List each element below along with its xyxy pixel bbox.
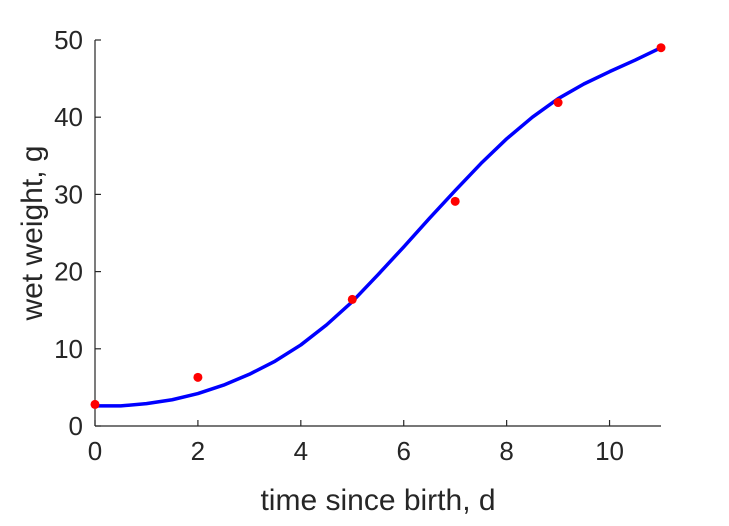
x-tick-label: 0 <box>88 436 102 466</box>
y-tick-label: 30 <box>54 179 83 209</box>
tick-labels-layer: 0 2 4 6 8 10 0 10 20 30 40 50 <box>54 25 624 466</box>
x-tick-label: 4 <box>294 436 308 466</box>
x-axis-label: time since birth, d <box>260 484 495 517</box>
y-tick-label: 40 <box>54 102 83 132</box>
y-tick-label: 10 <box>54 334 83 364</box>
fit-curve-layer <box>93 45 663 408</box>
y-tick-label: 20 <box>54 257 83 287</box>
data-point <box>450 196 460 206</box>
x-tick-label: 10 <box>595 436 624 466</box>
x-tick-label: 6 <box>396 436 410 466</box>
ticks-layer <box>94 39 611 427</box>
data-points-layer <box>90 43 666 409</box>
y-tick-label: 50 <box>54 25 83 55</box>
fit-curve-line <box>93 45 663 408</box>
axes-layer <box>94 40 661 427</box>
y-tick-label: 0 <box>69 411 83 441</box>
data-point <box>193 372 203 382</box>
data-point <box>553 98 563 108</box>
y-axis-label: wet weight, g <box>16 145 49 321</box>
data-point <box>347 294 357 304</box>
x-tick-label: 8 <box>499 436 513 466</box>
data-point <box>90 399 100 409</box>
x-tick-label: 2 <box>191 436 205 466</box>
data-point <box>656 43 666 53</box>
